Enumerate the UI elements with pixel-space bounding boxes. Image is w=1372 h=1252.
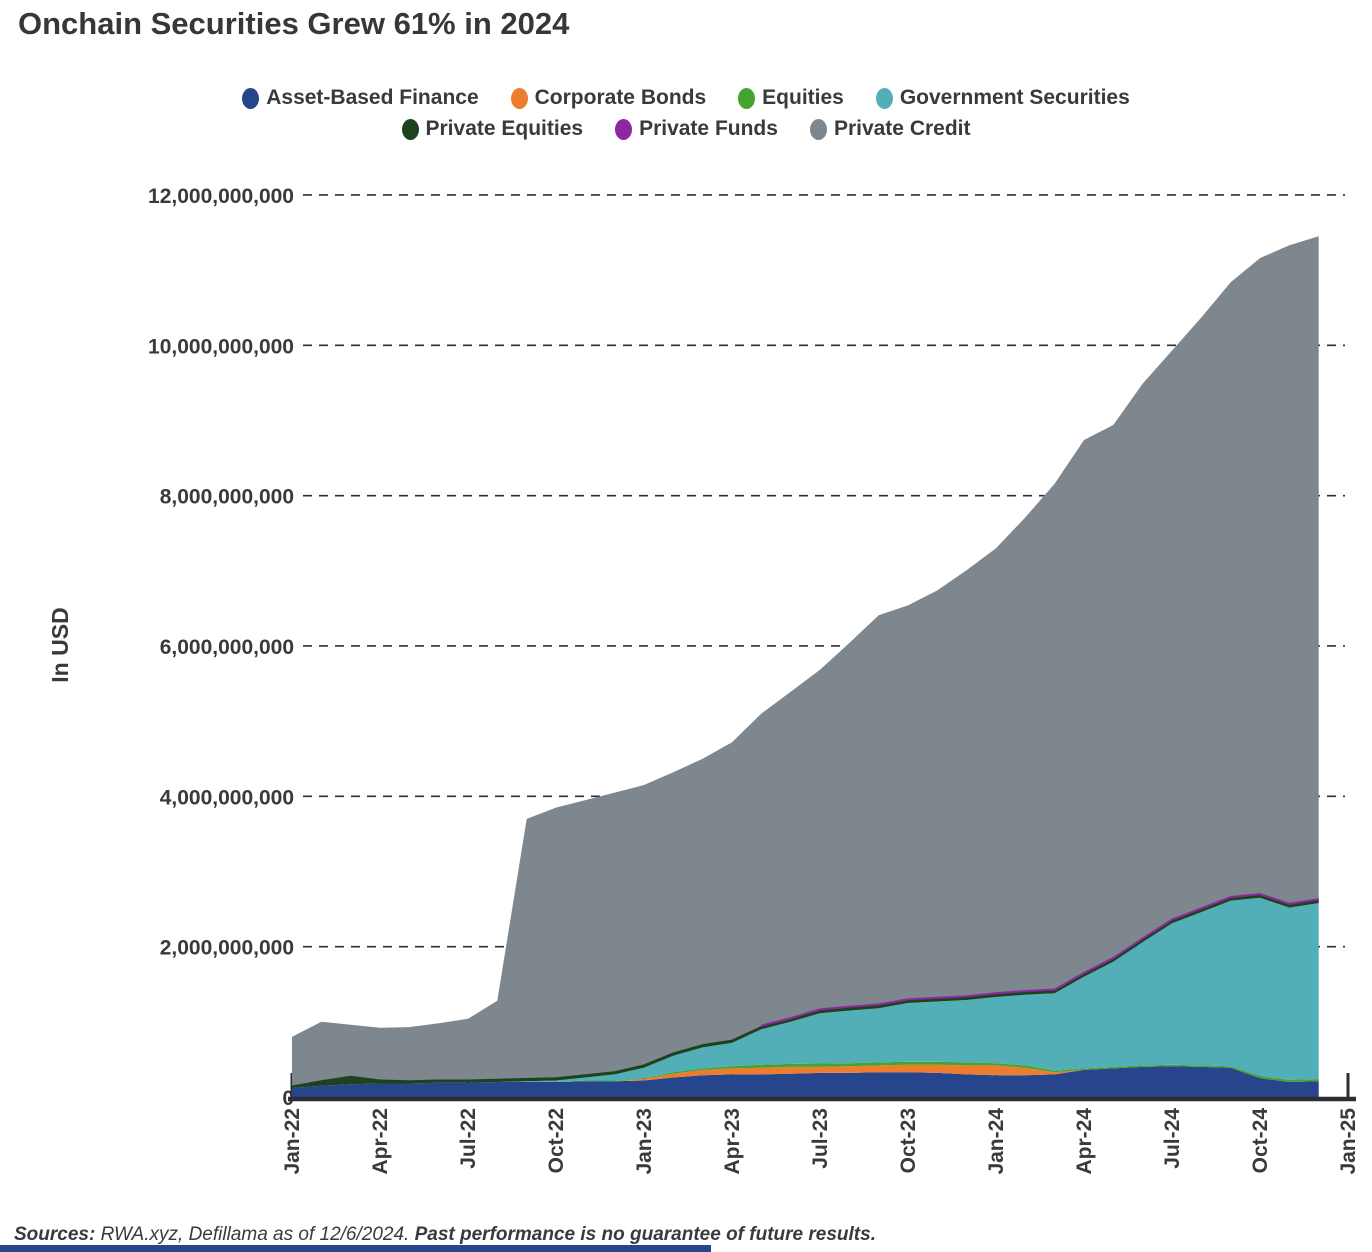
legend-swatch-icon bbox=[809, 118, 827, 140]
legend-label: Private Funds bbox=[639, 117, 778, 140]
x-tick-label: Jan-22 bbox=[281, 1108, 304, 1175]
legend: Asset-Based Finance Corporate Bonds Equiti… bbox=[0, 86, 1372, 141]
x-tick-label: Oct-22 bbox=[545, 1108, 568, 1173]
area-series-asset-based-finance bbox=[292, 1066, 1319, 1097]
disclaimer-text: Past performance is no guarantee of futu… bbox=[414, 1224, 876, 1245]
x-tick-label: Jan-24 bbox=[985, 1108, 1008, 1175]
footer-sources: Sources: RWA.xyz, Defillama as of 12/6/2… bbox=[14, 1224, 876, 1246]
legend-swatch-icon bbox=[401, 118, 419, 140]
x-tick-label: Apr-23 bbox=[721, 1108, 744, 1175]
boundary-line-private-funds bbox=[761, 892, 1319, 1027]
legend-row-2: Private Equities Private Funds Private Cre… bbox=[401, 117, 971, 141]
legend-swatch-icon bbox=[875, 87, 893, 109]
y-tick-label: 8,000,000,000 bbox=[160, 486, 294, 509]
x-tick-label: Jul-22 bbox=[457, 1108, 480, 1169]
y-tick-label: 4,000,000,000 bbox=[160, 786, 294, 809]
y-tick-label: 12,000,000,000 bbox=[148, 185, 294, 208]
y-tick-label: 6,000,000,000 bbox=[160, 636, 294, 659]
area-series-private-credit bbox=[292, 236, 1319, 1087]
x-tick-label: Jan-25 bbox=[1337, 1108, 1360, 1175]
x-tick-label: Apr-22 bbox=[369, 1108, 392, 1175]
legend-item-private-funds[interactable]: Private Funds bbox=[615, 117, 778, 141]
x-tick-label: Jul-23 bbox=[809, 1108, 832, 1169]
sources-label: Sources: bbox=[14, 1224, 96, 1245]
legend-swatch-icon bbox=[615, 118, 633, 140]
legend-item-private-equities[interactable]: Private Equities bbox=[401, 117, 584, 141]
legend-item-equities[interactable]: Equities bbox=[738, 86, 844, 110]
legend-item-asset-based-finance[interactable]: Asset-Based Finance bbox=[242, 86, 479, 110]
legend-label: Corporate Bonds bbox=[534, 86, 707, 109]
legend-row-1: Asset-Based Finance Corporate Bonds Equiti… bbox=[242, 86, 1130, 110]
y-tick-label: 10,000,000,000 bbox=[148, 335, 294, 358]
chart-title: Onchain Securities Grew 61% in 2024 bbox=[18, 6, 570, 41]
legend-item-private-credit[interactable]: Private Credit bbox=[809, 117, 971, 141]
y-axis-title: In USD bbox=[47, 607, 73, 682]
x-tick-label: Jan-23 bbox=[633, 1108, 656, 1175]
legend-swatch-icon bbox=[242, 87, 260, 109]
boundary-line-private-equities bbox=[291, 894, 1319, 1088]
bottom-accent-bar bbox=[0, 1245, 711, 1252]
legend-label: Equities bbox=[762, 86, 844, 109]
legend-label: Private Equities bbox=[425, 117, 584, 140]
sources-text: RWA.xyz, Defillama as of 12/6/2024. bbox=[95, 1224, 415, 1245]
x-tick-label: Oct-23 bbox=[897, 1108, 920, 1173]
legend-label: Private Credit bbox=[833, 117, 971, 140]
x-tick-label: Oct-24 bbox=[1249, 1108, 1272, 1174]
y-tick-label: 2,000,000,000 bbox=[160, 937, 294, 960]
legend-label: Asset-Based Finance bbox=[266, 86, 479, 109]
area-series-corporate-bonds bbox=[292, 1064, 1319, 1088]
legend-item-government-securities[interactable]: Government Securities bbox=[875, 86, 1130, 110]
legend-item-corporate-bonds[interactable]: Corporate Bonds bbox=[510, 86, 707, 110]
area-series-government-securities bbox=[292, 897, 1319, 1088]
legend-label: Government Securities bbox=[899, 86, 1130, 109]
legend-swatch-icon bbox=[510, 87, 528, 109]
legend-swatch-icon bbox=[738, 87, 756, 109]
x-tick-label: Jul-24 bbox=[1161, 1108, 1184, 1169]
x-tick-label: Apr-24 bbox=[1073, 1108, 1096, 1175]
